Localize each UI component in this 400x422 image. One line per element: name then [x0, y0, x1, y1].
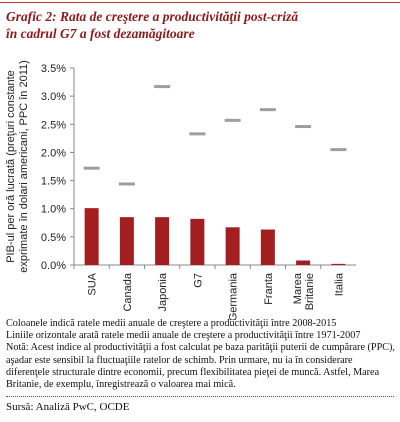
- dash-marker: [259, 108, 276, 112]
- bar: [225, 227, 240, 265]
- x-tick-label-line: Britanie: [304, 273, 316, 310]
- top-rule: [0, 2, 400, 3]
- dash-marker: [224, 118, 241, 122]
- y-tick-label: 0.5%: [41, 232, 66, 244]
- bar: [296, 260, 311, 265]
- title-line: Grafic 2: Rata de creştere a productivit…: [6, 9, 299, 24]
- source: Sursă: Analiză PwC, OCDE: [6, 401, 130, 413]
- note: Notă: Acest indice al productivităţii a …: [6, 342, 395, 391]
- bar: [119, 217, 134, 265]
- x-tick-label: MareaBritanie: [292, 272, 316, 310]
- x-tick-label: Franta: [263, 272, 275, 305]
- dash-marker: [83, 166, 100, 170]
- bar: [190, 218, 205, 265]
- y-tick-label: 3.0%: [41, 91, 66, 103]
- dash-marker: [330, 148, 347, 152]
- y-tick-label: 1.0%: [41, 204, 66, 216]
- note: Liniile orizontale arată ratele medii an…: [6, 330, 361, 342]
- y-tick-label: 3.5%: [41, 63, 66, 75]
- bar: [260, 229, 275, 265]
- bar: [155, 217, 170, 265]
- dash-marker: [154, 85, 171, 89]
- y-axis-label: exprimate în dolari americani, PPC în 20…: [18, 60, 30, 273]
- x-tick-label: SUA: [87, 272, 99, 295]
- chart-title: Grafic 2: Rata de creştere a productivit…: [6, 8, 396, 42]
- title-line: în cadrul G7 a fost dezamăgitoare: [6, 26, 195, 41]
- x-tick-label: Germania: [228, 272, 240, 320]
- x-tick-label: Japonia: [157, 272, 169, 311]
- x-tick-label-line: Marea: [292, 272, 304, 304]
- bar: [331, 263, 346, 265]
- y-tick-label: 2.5%: [41, 119, 66, 131]
- y-tick-label: 2.0%: [41, 147, 66, 159]
- notes: Coloanele indică ratele medii anuale de …: [6, 318, 398, 391]
- y-tick-label: 0.0%: [41, 260, 66, 272]
- x-tick-label: Canada: [122, 272, 134, 311]
- dash-marker: [189, 132, 206, 136]
- x-tick-label: G7: [192, 273, 204, 288]
- x-tick-label: Italia: [333, 272, 345, 296]
- bar: [84, 208, 99, 265]
- y-tick-label: 1.5%: [41, 176, 66, 188]
- dash-marker: [295, 125, 312, 129]
- dash-marker: [118, 182, 135, 186]
- y-axis-label: PIB-ul per oră lucrată (preţuri constant…: [5, 70, 17, 263]
- chart: 0.0% 0.5% 1.0% 1.5% 2.0% 2.5% 3.0% 3.5% PIB-ul p…: [5, 60, 356, 320]
- note: Coloanele indică ratele medii anuale de …: [6, 318, 337, 329]
- separator: [6, 396, 394, 397]
